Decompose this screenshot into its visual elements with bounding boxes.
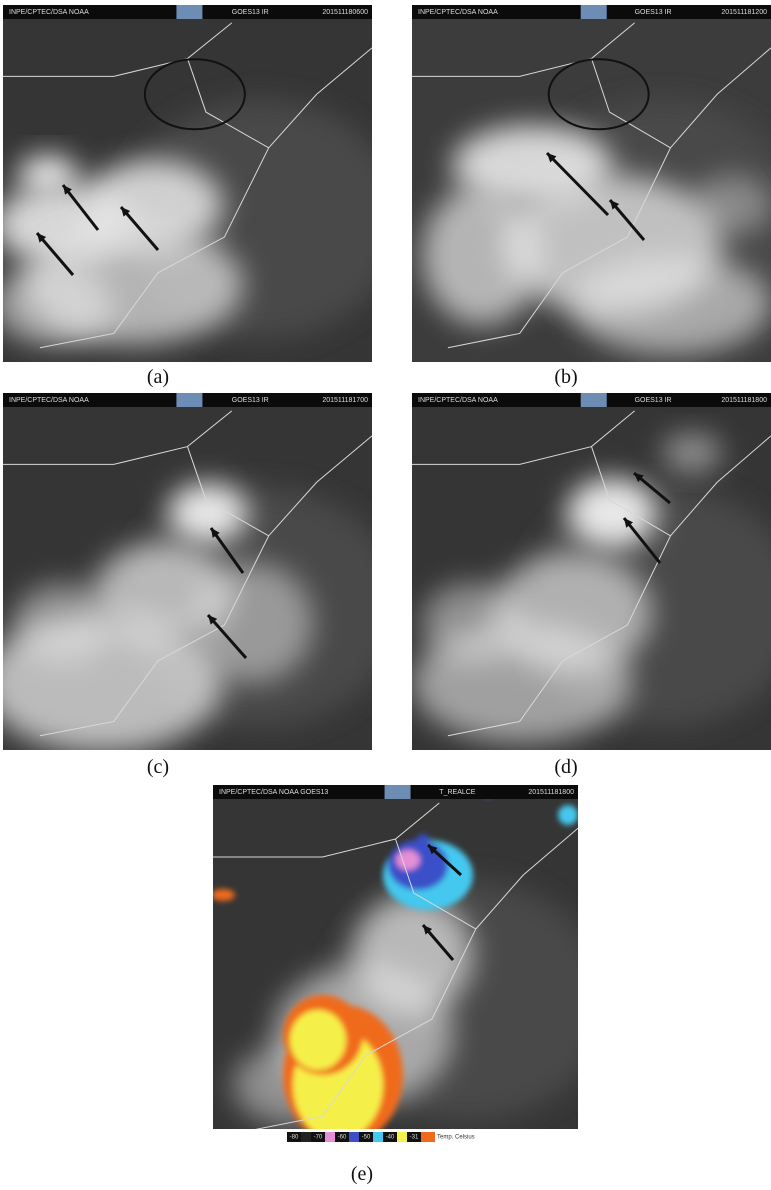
header-left: INPE/CPTEC/DSA NOAA [418,9,498,16]
arrow-head [634,473,644,483]
header-right: 201511181800 [721,397,767,404]
arrow-head [211,528,220,538]
header-middle: GOES13 IR [635,9,672,16]
arrow [209,527,245,574]
colorbar-cell [349,1132,363,1142]
cloud [422,583,522,663]
arrow [119,206,160,251]
enhancement [213,785,578,1145]
header-middle: T_REALCE [439,789,476,796]
colorbar-cell [325,1132,339,1142]
colorbar-label-bg [311,1132,325,1142]
colorbar-label: -80 [290,1135,299,1141]
cloud [692,175,771,235]
logo [580,5,607,19]
cloud [168,483,248,543]
header-left: INPE/CPTEC/DSA NOAA [418,397,498,404]
borders [412,410,771,737]
panel-label: (c) [146,756,170,778]
colorbar-label-bg [407,1132,421,1142]
logo [176,5,203,19]
panel-label: (e) [350,1163,374,1185]
arrow [545,151,610,217]
header-left: INPE/CPTEC/DSA NOAA [9,397,89,404]
arrow-head [610,200,620,210]
temp-region [396,850,420,870]
borders [3,410,372,737]
colorbar-label: -50 [362,1135,371,1141]
satellite-panel: INPE/CPTEC/DSA NOAA GOES13 T_REALCE 201511… [213,785,578,1145]
colorbar-cell [373,1132,387,1142]
satellite-panel: INPE/CPTEC/DSA NOAA GOES13 IR 201511181200 [412,5,771,362]
panel-label: (a) [146,366,170,388]
arrow [622,517,662,564]
temp-region [290,1010,346,1070]
header-middle: GOES13 IR [635,397,672,404]
header-right: 201511181200 [721,9,767,16]
logo [580,393,607,407]
arrow [35,232,75,276]
panel-label: (b) [554,366,578,388]
cloud [572,255,771,355]
colorbar-label: -60 [338,1135,347,1141]
satellite-panel: INPE/CPTEC/DSA NOAA GOES13 IR 201511181800 [412,393,771,750]
cloud [567,478,657,548]
colorbar-unit: Temp. Celsius [437,1135,475,1141]
colorbar-cell [421,1132,435,1142]
borders [213,802,578,1132]
arrow [61,184,100,231]
arrow-head [63,185,72,195]
colorbar-cell [397,1132,411,1142]
colorbar-label-bg [335,1132,349,1142]
colorbar-cell [301,1132,315,1142]
colorbar-label-bg [287,1132,301,1142]
arrow-head [624,518,634,528]
satellite-panel: INPE/CPTEC/DSA NOAA GOES13 IR 201511181700 [3,393,372,750]
colorbar-label: -31 [410,1135,419,1141]
temp-region [558,805,578,825]
arrow-head [208,615,218,625]
temp-region [417,834,429,846]
header-right: 201511181800 [528,789,574,796]
panel-label: (d) [554,756,578,778]
arrow-head [423,925,433,935]
cloud [662,433,722,473]
cloud [3,265,113,345]
arrow-head [428,845,438,855]
satellite-panel: INPE/CPTEC/DSA NOAA GOES13 IR 201511180600 [3,5,372,362]
header-right: 201511181700 [322,397,368,404]
cloud [13,583,113,663]
arrow-head [547,153,557,163]
borders [3,22,372,349]
colorbar-label: -70 [314,1135,323,1141]
header-middle: GOES13 IR [232,397,269,404]
highlight-circle [547,58,650,131]
arrow-head [121,207,131,217]
arrow [206,614,248,659]
colorbar-label-bg [383,1132,397,1142]
logo [176,393,203,407]
header-left: INPE/CPTEC/DSA NOAA [9,9,89,16]
colorbar-label: -40 [386,1135,395,1141]
temp-region [213,889,235,901]
cloud [193,563,313,683]
header-middle: GOES13 IR [232,9,269,16]
header-left: INPE/CPTEC/DSA NOAA GOES13 [219,789,328,796]
logo [384,785,411,799]
borders [412,22,771,349]
arrow-head [37,233,47,243]
header-right: 201511180600 [322,9,368,16]
highlight-circle [143,58,246,131]
colorbar-label-bg [359,1132,373,1142]
